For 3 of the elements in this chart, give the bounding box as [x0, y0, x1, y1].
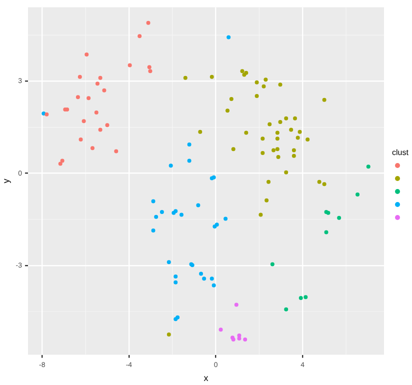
x-axis-title: x — [204, 373, 209, 384]
y-axis-title: y — [0, 178, 11, 184]
legend-title: clust — [392, 148, 408, 158]
